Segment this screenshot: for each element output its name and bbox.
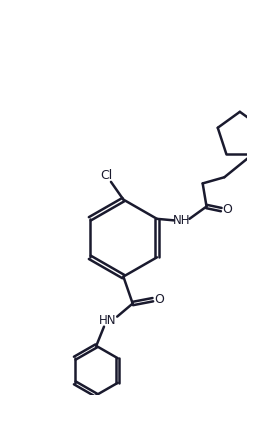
Text: O: O [154, 293, 164, 306]
Text: O: O [222, 203, 232, 216]
Text: NH: NH [173, 214, 190, 227]
Text: HN: HN [99, 314, 117, 327]
Text: Cl: Cl [100, 169, 112, 182]
